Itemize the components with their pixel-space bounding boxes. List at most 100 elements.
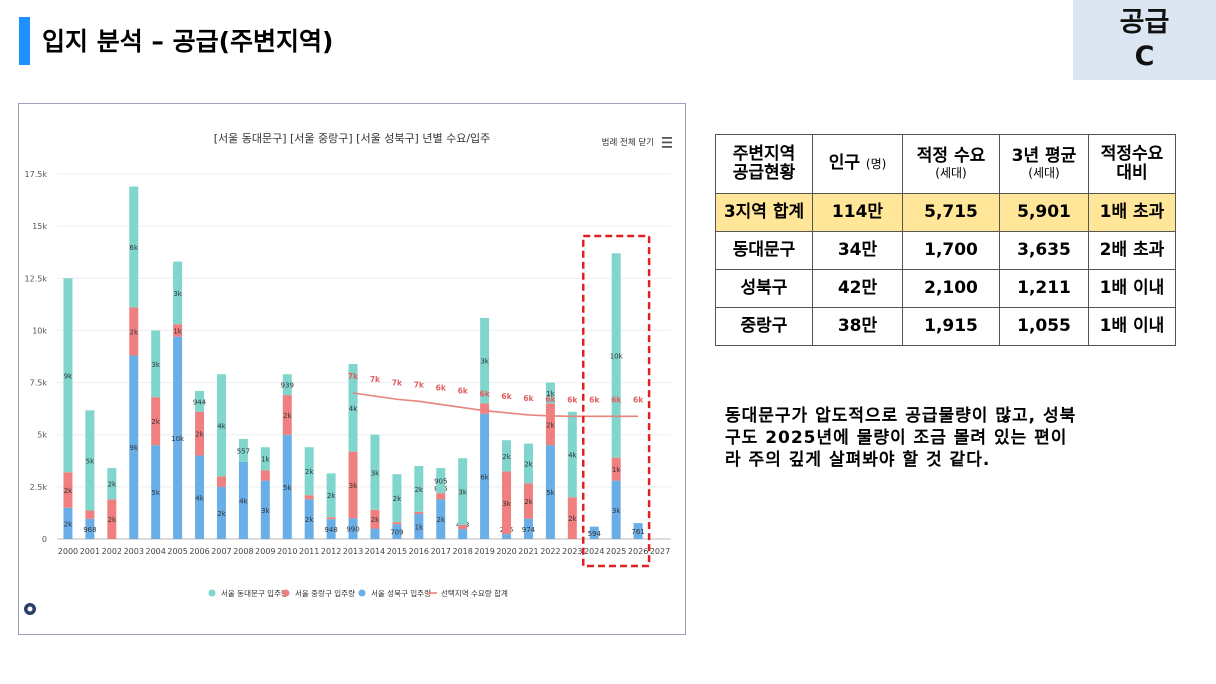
- demand-label: 6k: [545, 395, 556, 404]
- x-tick-label: 2023: [562, 547, 582, 556]
- x-tick-label: 2027: [650, 547, 670, 556]
- x-tick-label: 2012: [321, 547, 341, 556]
- y-tick-label: 10k: [32, 326, 47, 335]
- data-label: 5k: [86, 457, 95, 465]
- bar-segment: [238, 461, 248, 539]
- data-label: 974: [522, 526, 536, 534]
- title-accent-bar: [19, 17, 30, 65]
- x-tick-label: 2020: [496, 547, 516, 556]
- bar-segment: [370, 528, 380, 539]
- cell-ratio: 1배 이내: [1088, 269, 1176, 308]
- data-label: 761: [631, 528, 644, 536]
- y-tick-label: 7.5k: [30, 379, 48, 388]
- source-logo-icon: [27, 606, 33, 612]
- bar-segment: [304, 499, 314, 539]
- demand-label: 6k: [633, 395, 644, 404]
- header-avg3: 3년 평균 (세대): [999, 134, 1089, 194]
- note-line: 라 주의 깊게 살펴봐야 할 것 같다.: [725, 450, 991, 470]
- bar-segment: [348, 451, 358, 519]
- bar-segment: [107, 468, 117, 500]
- bar-segment: [216, 374, 226, 477]
- data-label: 2k: [151, 418, 160, 426]
- x-tick-label: 2022: [540, 547, 560, 556]
- data-label: 2k: [524, 498, 533, 506]
- table-row: 중랑구 38만 1,915 1,055 1배 이내: [715, 307, 1176, 346]
- x-tick-label: 2014: [365, 547, 385, 556]
- data-label: 4k: [217, 422, 226, 430]
- table-row: 성북구 42만 2,100 1,211 1배 이내: [715, 269, 1176, 308]
- demand-label: 6k: [458, 387, 469, 396]
- bar-segment: [173, 336, 183, 539]
- bar-segment: [611, 480, 621, 539]
- demand-label: 7k: [348, 372, 359, 381]
- header-region: 주변지역 공급현황: [715, 134, 813, 194]
- bar-segment: [567, 497, 577, 539]
- x-tick-label: 2025: [606, 547, 626, 556]
- legend-label: 서울 성북구 입주량: [371, 589, 431, 598]
- header-region-line1: 주변지역: [732, 144, 796, 164]
- data-label: 5k: [283, 484, 292, 492]
- x-tick-label: 2015: [387, 547, 407, 556]
- data-label: 2k: [217, 510, 226, 518]
- bar-segment: [260, 480, 270, 539]
- demand-line: [352, 392, 639, 418]
- cell-avg3: 5,901: [999, 193, 1089, 232]
- badge-label: 공급: [1119, 7, 1170, 38]
- bar-segment: [611, 253, 621, 458]
- bar-segment: [260, 447, 270, 471]
- data-label: 2k: [64, 520, 73, 528]
- data-label: 2k: [393, 495, 402, 503]
- bar-segment: [63, 507, 73, 539]
- header-population: 인구 (명): [812, 134, 903, 194]
- bar-segment: [348, 364, 358, 452]
- x-tick-label: 2002: [102, 547, 122, 556]
- cell-region: 동대문구: [715, 231, 813, 270]
- table-header-row: 주변지역 공급현황 인구 (명) 적정 수요 (세대) 3년 평균 (세대) 적…: [715, 134, 1176, 194]
- bar-segment: [326, 473, 336, 518]
- data-label: 10k: [610, 352, 624, 360]
- data-label: 2k: [327, 492, 336, 500]
- bar-segment: [326, 517, 336, 520]
- data-label: 1k: [546, 390, 555, 398]
- x-tick-label: 2021: [518, 547, 538, 556]
- x-tick-label: 2004: [145, 547, 165, 556]
- data-label: 2k: [283, 412, 292, 420]
- demand-label: 7k: [370, 375, 381, 384]
- cell-ratio: 2배 초과: [1088, 231, 1176, 270]
- cell-population: 38만: [812, 307, 903, 346]
- bar-segment: [129, 355, 139, 539]
- bar-segment: [85, 518, 95, 539]
- data-label: 3k: [480, 358, 489, 366]
- data-label: 2k: [546, 421, 555, 429]
- data-label: 2k: [108, 481, 117, 489]
- data-label: 9k: [64, 372, 73, 380]
- data-label: 594: [588, 530, 602, 538]
- bar-segment: [502, 471, 512, 535]
- data-label: 1k: [612, 466, 621, 474]
- x-tick-label: 2024: [584, 547, 604, 556]
- bar-segment: [545, 403, 555, 446]
- bar-segment: [260, 470, 270, 481]
- bar-segment: [480, 403, 490, 414]
- analysis-note: 동대문구가 압도적으로 공급물량이 많고, 성북 구도 2025년에 물량이 조…: [725, 405, 1170, 471]
- header-demand: 적정 수요 (세대): [902, 134, 1000, 194]
- bar-segment: [458, 529, 468, 539]
- y-tick-label: 2.5k: [30, 483, 48, 492]
- y-tick-label: 5k: [37, 431, 47, 440]
- data-label: 2k: [436, 516, 445, 524]
- data-label: 5k: [151, 489, 160, 497]
- y-tick-label: 0: [42, 535, 47, 544]
- data-label: 4k: [349, 405, 358, 413]
- data-label: 939: [281, 382, 294, 390]
- table-row: 3지역 합계 114만 5,715 5,901 1배 초과: [715, 193, 1176, 232]
- data-label: 9k: [129, 444, 138, 452]
- cell-population: 34만: [812, 231, 903, 270]
- cell-ratio: 1배 초과: [1088, 193, 1176, 232]
- cell-avg3: 3,635: [999, 231, 1089, 270]
- y-tick-label: 17.5k: [25, 170, 48, 179]
- bar-segment: [545, 445, 555, 539]
- legend-marker: [282, 589, 290, 597]
- data-label: 10k: [171, 435, 185, 443]
- bar-segment: [436, 493, 446, 500]
- data-label: 3k: [173, 290, 182, 298]
